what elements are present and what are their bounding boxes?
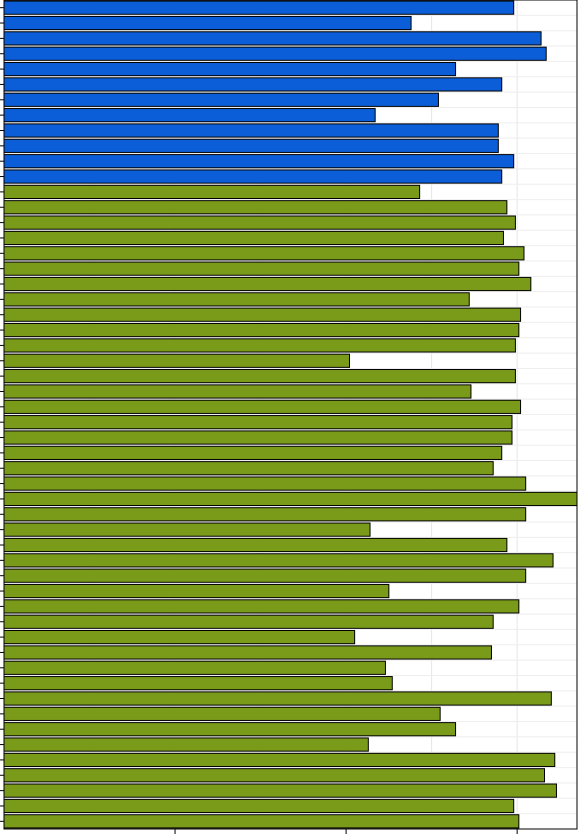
bar-green-40 bbox=[3, 783, 557, 798]
bar-green-32 bbox=[3, 660, 386, 675]
bar-blue-1 bbox=[3, 0, 515, 15]
plot-frame bbox=[3, 0, 578, 830]
bar-blue-11 bbox=[3, 154, 515, 169]
bar-blue-7 bbox=[3, 92, 439, 107]
bar-blue-3 bbox=[3, 31, 542, 46]
bar-blue-12 bbox=[3, 169, 503, 184]
bar-blue-8 bbox=[3, 108, 376, 123]
bar-green-18 bbox=[3, 445, 503, 460]
bar-green-3 bbox=[3, 215, 516, 230]
bar-green-33 bbox=[3, 676, 393, 691]
bar-green-30 bbox=[3, 630, 356, 645]
bar-green-25 bbox=[3, 553, 554, 568]
bar-green-24 bbox=[3, 537, 508, 553]
bar-green-12 bbox=[3, 353, 351, 368]
bar-green-5 bbox=[3, 246, 525, 261]
bar-blue-5 bbox=[3, 61, 457, 77]
bar-blue-10 bbox=[3, 138, 499, 153]
bar-green-8 bbox=[3, 292, 470, 307]
bar-green-23 bbox=[3, 522, 371, 537]
bar-blue-4 bbox=[3, 46, 547, 61]
bar-green-37 bbox=[3, 737, 369, 752]
bar-green-9 bbox=[3, 307, 522, 322]
bar-green-13 bbox=[3, 369, 516, 384]
bar-green-7 bbox=[3, 276, 532, 292]
bar-green-16 bbox=[3, 415, 513, 430]
bar-green-6 bbox=[3, 261, 520, 276]
bar-green-31 bbox=[3, 645, 492, 660]
bar-green-15 bbox=[3, 399, 522, 414]
bar-green-38 bbox=[3, 752, 556, 768]
bar-green-11 bbox=[3, 338, 516, 353]
bar-blue-9 bbox=[3, 123, 499, 138]
bar-green-4 bbox=[3, 230, 504, 246]
bar-green-29 bbox=[3, 614, 494, 629]
bar-green-21 bbox=[3, 491, 578, 507]
bar-green-35 bbox=[3, 706, 441, 721]
bar-green-22 bbox=[3, 507, 527, 522]
bar-blue-6 bbox=[3, 77, 503, 92]
bar-green-26 bbox=[3, 568, 527, 583]
bar-green-28 bbox=[3, 599, 520, 614]
bar-green-2 bbox=[3, 200, 508, 215]
bar-green-14 bbox=[3, 384, 472, 399]
bar-green-41 bbox=[3, 798, 515, 814]
bar-green-34 bbox=[3, 691, 552, 706]
bar-green-20 bbox=[3, 476, 527, 491]
bar-green-1 bbox=[3, 184, 421, 200]
bar-green-19 bbox=[3, 461, 494, 476]
bar-green-17 bbox=[3, 430, 513, 445]
bar-green-39 bbox=[3, 768, 545, 783]
bar-green-10 bbox=[3, 322, 520, 338]
bar-green-36 bbox=[3, 722, 457, 737]
bar-green-42 bbox=[3, 814, 520, 829]
bar-green-27 bbox=[3, 583, 390, 599]
bar-blue-2 bbox=[3, 15, 412, 31]
